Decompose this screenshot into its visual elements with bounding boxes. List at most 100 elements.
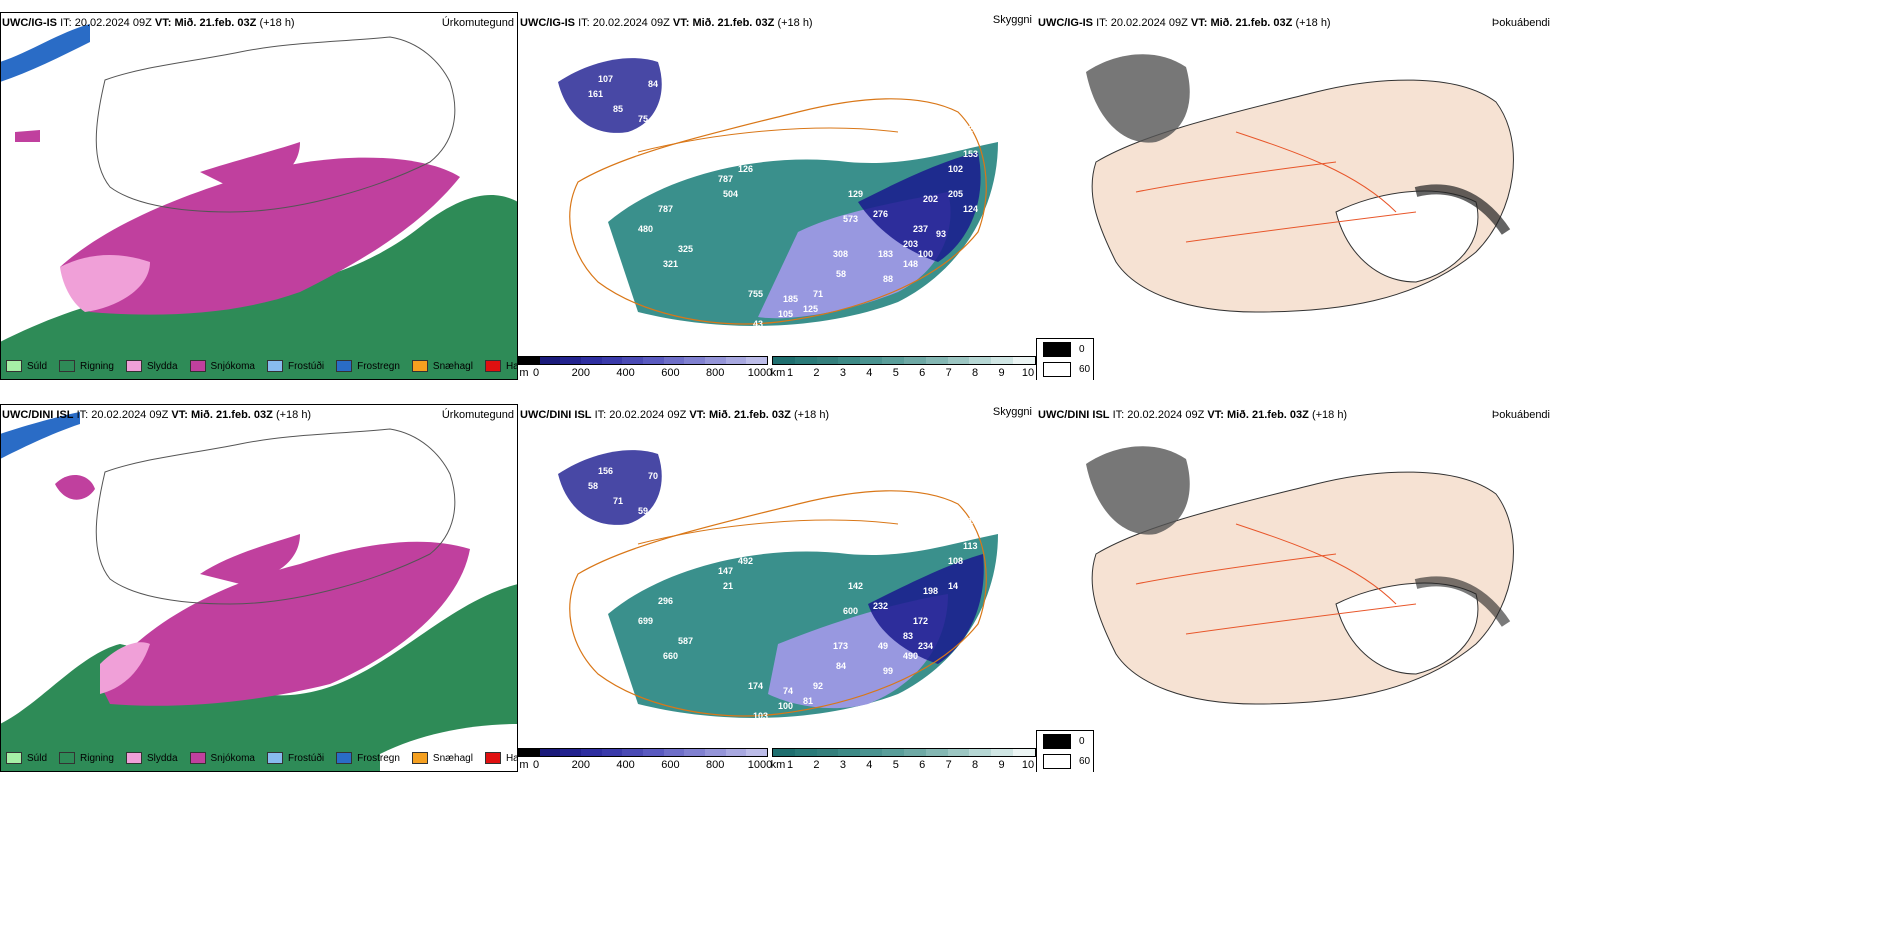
cloud-base-label: 99: [883, 666, 893, 676]
legend-swatch: [484, 360, 501, 372]
cloud-base-label: 277: [908, 536, 923, 546]
cloud-base-label: 102: [948, 164, 963, 174]
colorbar-segment: [601, 749, 623, 756]
cloud-base-label: 124: [963, 204, 978, 214]
colorbar-segment: [539, 749, 561, 756]
legend-entry: Frostúði: [266, 752, 324, 764]
colorbar-strip: [772, 748, 1036, 757]
colorbar-segment: [581, 357, 602, 364]
issue-time-label: IT:: [1112, 409, 1125, 421]
colorbar-segment: [773, 357, 795, 364]
colorbar-segment: [684, 357, 706, 364]
colorbar-tick-label: 8: [972, 367, 979, 379]
lead-time: (+18 h): [1311, 409, 1348, 421]
colorbar-segment: [746, 749, 768, 756]
legend-entry: Haglél: [484, 752, 518, 764]
cloud-base-label: 205: [948, 189, 963, 199]
cloud-base-label: 492: [738, 556, 753, 566]
legend-label: Snæhagl: [432, 360, 473, 372]
cloud-base-label: 83: [903, 631, 913, 641]
model-name: UWC/IG-IS: [2, 17, 57, 29]
lead-time: (+18 h): [777, 17, 813, 29]
cloud-base-label: 153: [963, 149, 978, 159]
colorbar-segment: [725, 357, 747, 364]
legend-swatch: [125, 360, 142, 372]
legend-label: Súld: [27, 360, 48, 372]
colorbar-segment: [816, 749, 839, 756]
cloud-base-label: 142: [848, 581, 863, 591]
legend-swatch: [411, 360, 428, 372]
fog-legend: 0 60: [1036, 730, 1094, 772]
colorbar-tick-label: 2: [813, 759, 820, 771]
colorbar-segment: [925, 357, 948, 364]
colorbar-unit: km: [770, 759, 786, 771]
colorbar-segment: [601, 357, 623, 364]
cloud-base-label: 573: [843, 214, 858, 224]
colorbar-tick-label: 200: [571, 759, 590, 771]
cloud-base-label: 191: [968, 516, 983, 526]
colorbar-segment: [643, 357, 664, 364]
cloud-base-label: 755: [748, 289, 763, 299]
cloud-base-label: 125: [803, 304, 818, 314]
cloud-base-label: 84: [648, 79, 658, 89]
cloud-base-label: 81: [803, 696, 813, 706]
precip-type-panel-row1: UWC/IG-IS IT: 20.02.2024 09Z VT: Mið. 21…: [0, 12, 518, 380]
colorbar-segment: [746, 357, 768, 364]
colorbar-tick-label: 9: [998, 759, 1005, 771]
colorbar-strip: [518, 748, 768, 757]
visibility-title: Skyggni: [992, 406, 1032, 418]
cloud-base-label: 185: [783, 294, 798, 304]
colorbar-segment: [925, 749, 948, 756]
issue-time: 20.02.2024 09Z: [1127, 409, 1205, 421]
valid-time-label: VT:: [171, 409, 188, 421]
legend-entry: Snæhagl: [411, 360, 473, 372]
issue-time-label: IT:: [578, 17, 590, 29]
colorbar-strip: [772, 356, 1036, 365]
fog-legend-entry: 60: [1037, 751, 1093, 771]
legend-label: Slydda: [146, 360, 178, 372]
legend-label: Snjókoma: [210, 752, 255, 764]
cloud-base-label: 174: [748, 681, 763, 691]
colorbar-tick-label: 0: [532, 367, 540, 379]
valid-time: Mið. 21.feb. 03Z: [708, 409, 791, 421]
cloud-base-label: 232: [873, 601, 888, 611]
legend-label: Rigning: [80, 360, 114, 372]
cloud-base-label: 234: [918, 641, 933, 651]
legend-swatch: [189, 752, 206, 764]
colorbar-segment: [947, 749, 970, 756]
cloud-base-label: 504: [723, 189, 738, 199]
colorbar-unit: m: [519, 367, 529, 379]
colorbar-segment: [705, 357, 726, 364]
colorbar-segment: [947, 357, 970, 364]
legend-swatch: [189, 360, 206, 372]
colorbar-segment: [838, 749, 861, 756]
legend-label: Haglél: [505, 360, 518, 372]
ceiling-panel-row2: 156 70 121 71 59 58 147 21 492 296 699 587 660 142 115…: [518, 404, 1036, 772]
colorbar-segment: [581, 749, 602, 756]
colorbar-tick-label: 800: [706, 759, 725, 771]
fog-legend-entry: 60: [1037, 359, 1093, 379]
issue-time-label: IT:: [60, 17, 72, 29]
fog-legend-label: 60: [1079, 755, 1091, 767]
colorbar-tick-label: 600: [661, 759, 680, 771]
colorbar-segment: [560, 357, 582, 364]
colorbar-segment: [816, 357, 839, 364]
cloud-base-label: 173: [833, 641, 848, 651]
model-name: UWC/IG-IS: [1038, 17, 1093, 29]
fog-index-title: Þokuábendi: [1491, 409, 1550, 421]
cloud-base-label: 600: [843, 606, 858, 616]
legend-label: Snjókoma: [210, 360, 255, 372]
fog-legend-label: 60: [1079, 363, 1091, 375]
legend-label: Frostregn: [357, 752, 400, 764]
cloud-base-label: 85: [613, 104, 623, 114]
model-name: UWC/DINI ISL: [1038, 409, 1110, 421]
cloud-base-label: 59: [638, 506, 648, 516]
cloud-base-label: 75: [638, 114, 648, 124]
fog-panel-row2: UWC/DINI ISL IT: 20.02.2024 09Z VT: Mið.…: [1036, 404, 1554, 772]
legend-entry: Snjókoma: [189, 360, 255, 372]
legend-entry: Snjókoma: [189, 752, 255, 764]
colorbar-tick-label: 200: [571, 367, 590, 379]
cloud-base-label: 106: [868, 154, 883, 164]
